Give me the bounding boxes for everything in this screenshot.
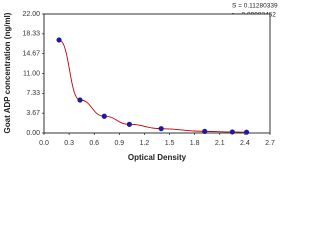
y-tick-label: 0.00 [26,130,40,137]
x-tick-label: 1.2 [140,140,150,147]
x-tick-label: 1.8 [190,140,200,147]
y-tick-label: 11.00 [23,70,40,77]
data-point [126,121,132,127]
data-point [243,129,250,135]
y-tick-label: 18.33 [22,31,40,38]
x-tick-label: 0.3 [64,140,74,147]
y-tick-label: 14.67 [22,50,40,57]
data-point [158,126,164,132]
stat-s: S = 0.11280339 [232,3,278,10]
x-tick-label: 2.1 [215,140,225,147]
data-point [101,113,107,119]
data-point [77,97,83,103]
x-tick-label: 0.6 [89,140,99,147]
y-axis-label: Goat ADP concentration (ng/ml) [3,12,12,133]
x-tick-label: 0.9 [114,140,124,147]
x-axis-label: Optical Density [128,153,187,162]
x-tick-label: 0.0 [39,140,49,147]
data-point [202,128,208,134]
x-tick-label: 2.7 [265,140,275,147]
y-tick-label: 7.33 [26,90,40,97]
data-point [56,37,62,43]
plot-area [43,13,271,134]
x-tick-label: 1.5 [165,140,175,147]
y-tick-label: 22.00 [22,11,40,18]
y-tick-label: 3.67 [26,110,40,117]
x-tick-label: 2.4 [240,140,250,147]
data-point [229,129,235,135]
chart: Optical Density Goat ADP concentration (… [3,2,278,163]
